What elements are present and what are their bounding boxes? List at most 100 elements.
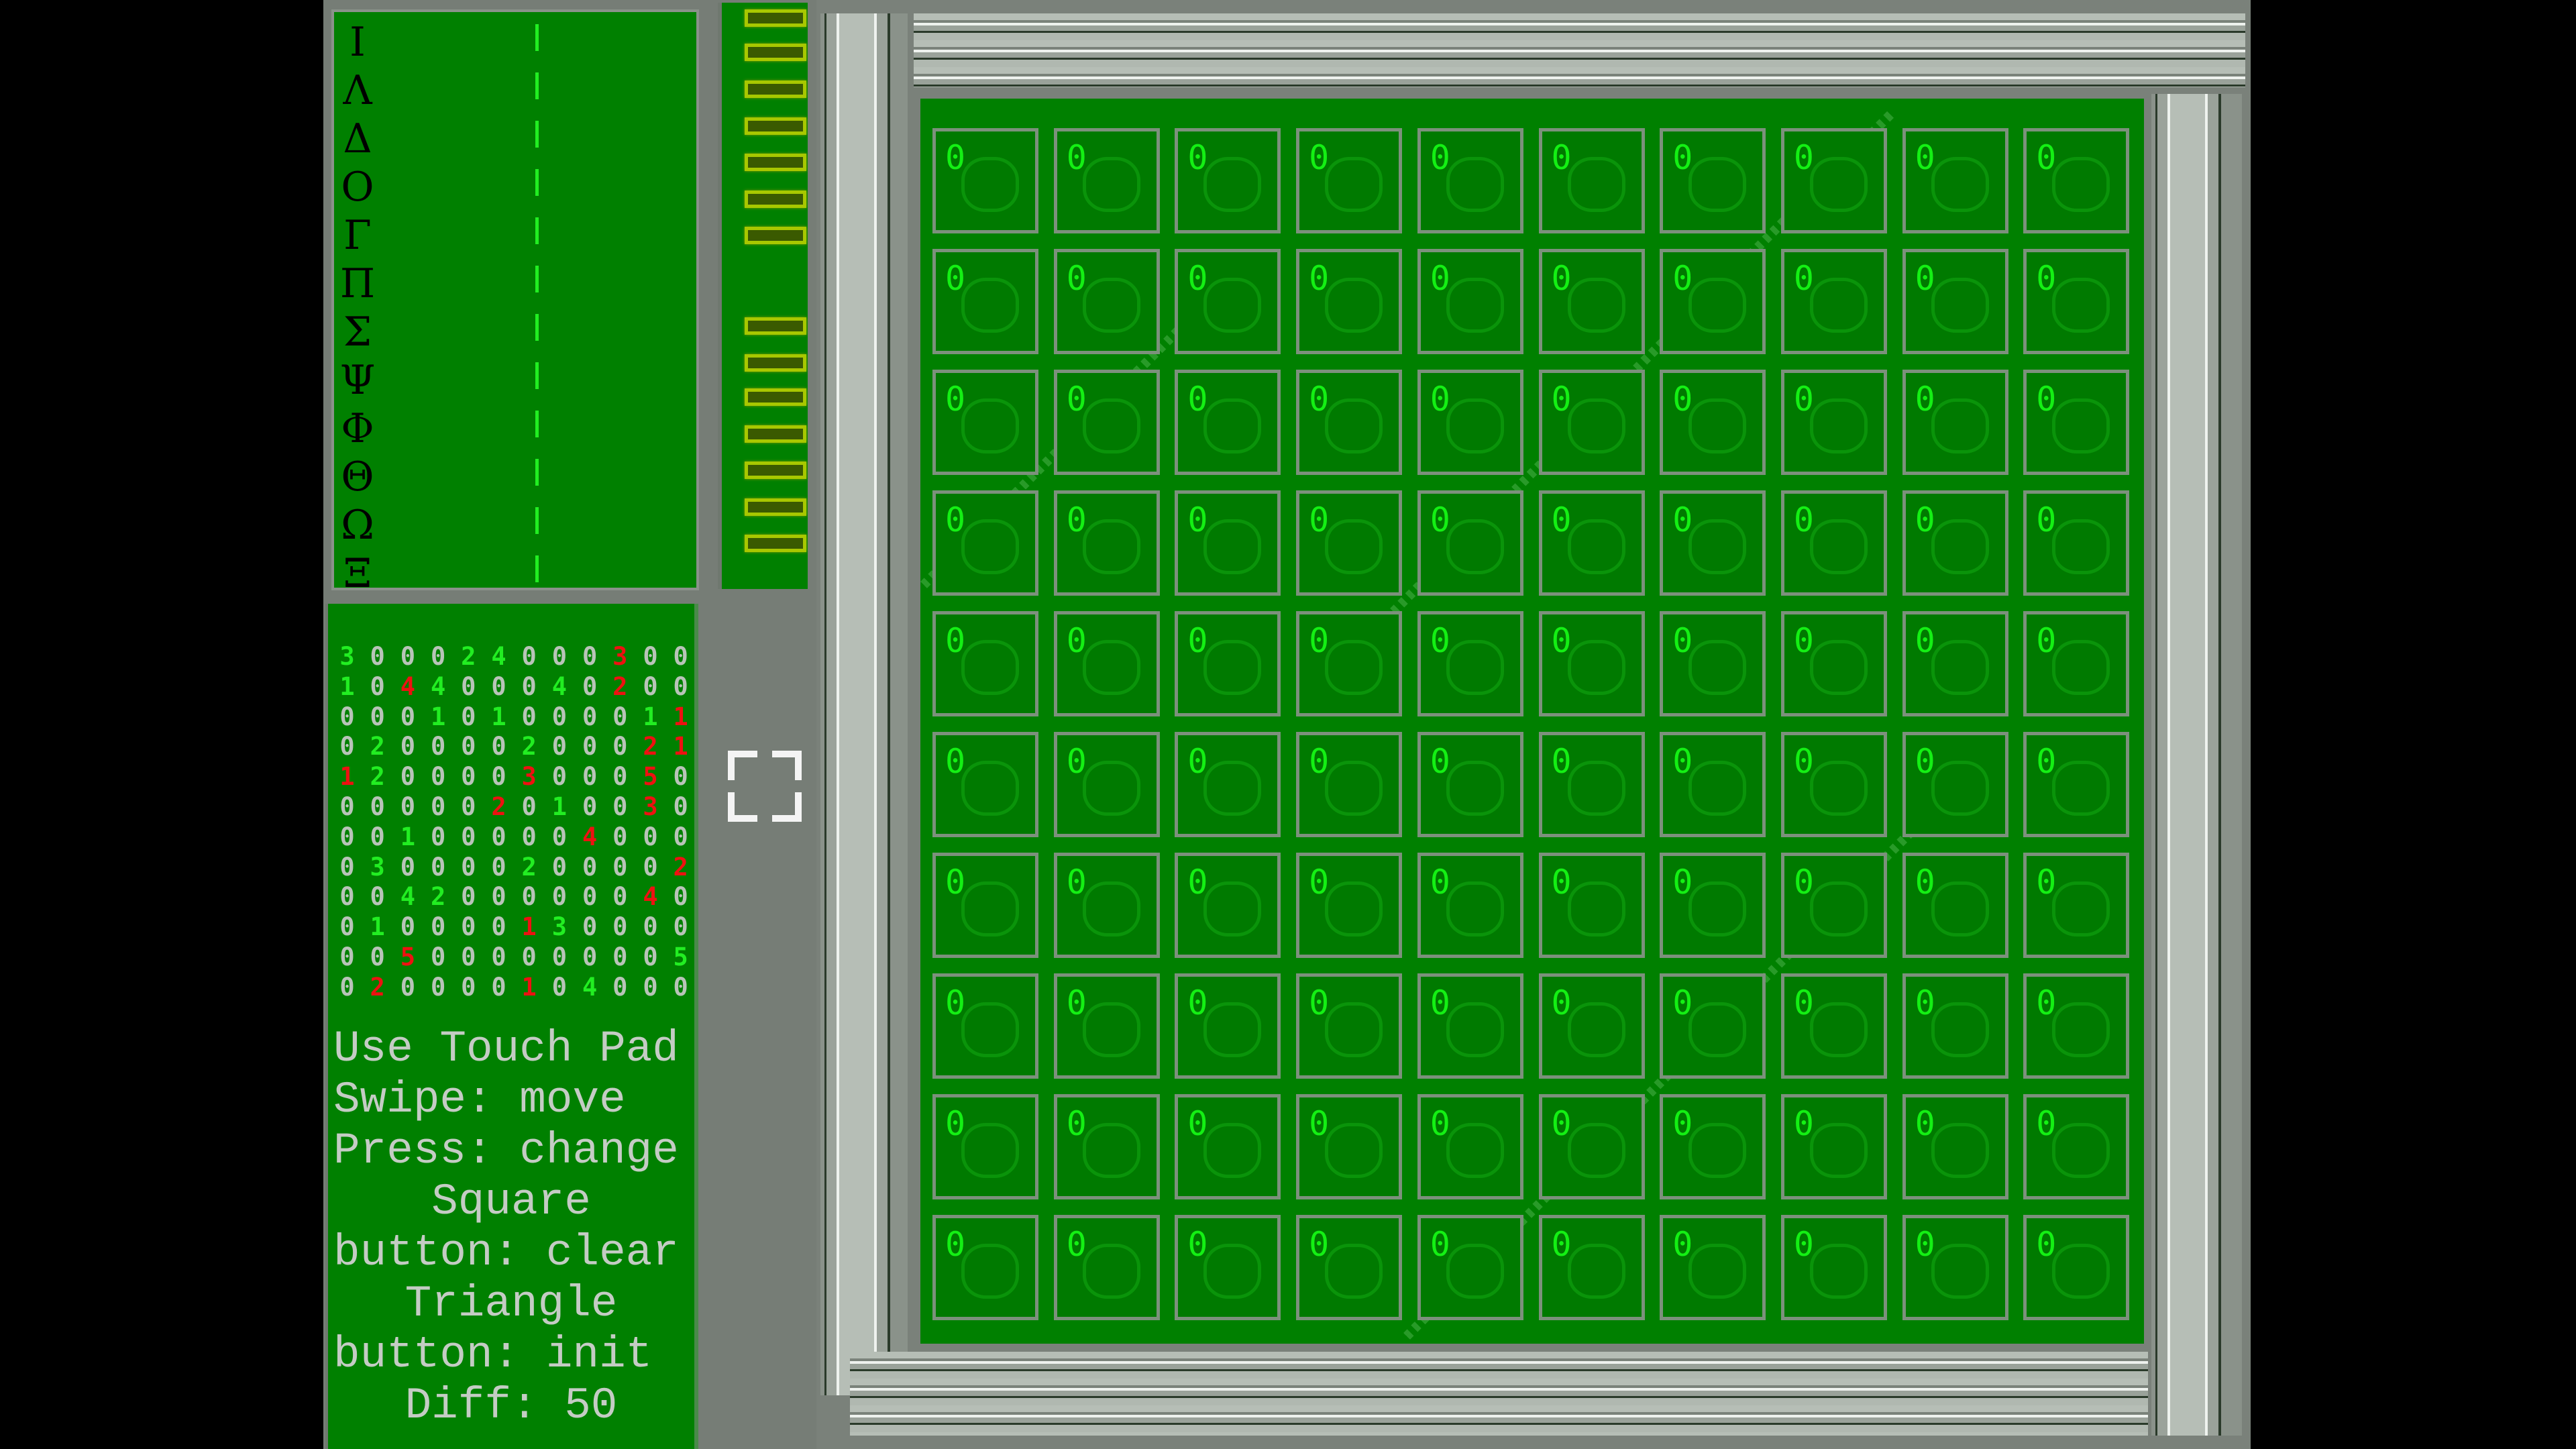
game-board[interactable]: 0 0 0 0 0 0 0 0 0 0 0 0 0 0 0 0 0 0 0 0 0 0 0 0 0 0 0 0 0 0 0 0 0 0 0 0 0 0 0 0… — [920, 99, 2144, 1344]
board-cell[interactable]: 0 — [2023, 1094, 2130, 1199]
board-cell[interactable]: 0 — [2023, 490, 2130, 596]
board-cell[interactable]: 0 — [1902, 853, 2008, 958]
board-cell[interactable]: 0 — [1417, 1094, 1523, 1199]
board-cell[interactable]: 0 — [1417, 973, 1523, 1079]
board-cell[interactable]: 0 — [2023, 128, 2130, 233]
board-cell[interactable]: 0 — [1175, 973, 1281, 1079]
board-cell[interactable]: 0 — [1660, 1094, 1766, 1199]
board-cell[interactable]: 0 — [1296, 973, 1403, 1079]
board-cell[interactable]: 0 — [1780, 732, 1887, 837]
board-cell[interactable]: 0 — [1660, 853, 1766, 958]
board-cell[interactable]: 0 — [932, 1215, 1038, 1320]
board-cell[interactable]: 0 — [1660, 1215, 1766, 1320]
board-cell[interactable]: 0 — [932, 732, 1038, 837]
board-cell[interactable]: 0 — [1780, 249, 1887, 354]
board-cell[interactable]: 0 — [1780, 1094, 1887, 1199]
board-cell[interactable]: 0 — [1296, 1094, 1403, 1199]
board-cell[interactable]: 0 — [1053, 249, 1160, 354]
board-cell[interactable]: 0 — [1780, 1215, 1887, 1320]
board-cell[interactable]: 0 — [932, 973, 1038, 1079]
board-cell[interactable]: 0 — [932, 128, 1038, 233]
board-cell[interactable]: 0 — [1175, 1215, 1281, 1320]
board-cell[interactable]: 0 — [2023, 973, 2130, 1079]
board-cell[interactable]: 0 — [1175, 732, 1281, 837]
board-cell[interactable]: 0 — [1780, 853, 1887, 958]
board-cell[interactable]: 0 — [1417, 732, 1523, 837]
board-cell[interactable]: 0 — [1660, 611, 1766, 716]
fullscreen-icon[interactable] — [728, 751, 802, 822]
board-cell[interactable]: 0 — [1175, 611, 1281, 716]
board-cell[interactable]: 0 — [1538, 853, 1645, 958]
board-cell[interactable]: 0 — [932, 370, 1038, 475]
board-cell[interactable]: 0 — [1902, 1215, 2008, 1320]
board-cell[interactable]: 0 — [1417, 128, 1523, 233]
board-cell[interactable]: 0 — [1538, 732, 1645, 837]
board-cell[interactable]: 0 — [1538, 1215, 1645, 1320]
board-cell[interactable]: 0 — [1175, 853, 1281, 958]
board-cell[interactable]: 0 — [1417, 370, 1523, 475]
board-cell[interactable]: 0 — [932, 249, 1038, 354]
board-cell[interactable]: 0 — [1538, 973, 1645, 1079]
board-cell[interactable]: 0 — [1417, 853, 1523, 958]
board-cell[interactable]: 0 — [1780, 370, 1887, 475]
board-cell[interactable]: 0 — [1902, 732, 2008, 837]
board-cell[interactable]: 0 — [1902, 370, 2008, 475]
board-cell[interactable]: 0 — [1175, 1094, 1281, 1199]
board-cell[interactable]: 0 — [1902, 611, 2008, 716]
board-cell[interactable]: 0 — [2023, 1215, 2130, 1320]
board-cell[interactable]: 0 — [1296, 732, 1403, 837]
board-cell[interactable]: 0 — [1780, 128, 1887, 233]
board-cell[interactable]: 0 — [1902, 1094, 2008, 1199]
board-cell[interactable]: 0 — [2023, 732, 2130, 837]
board-cell[interactable]: 0 — [1417, 490, 1523, 596]
board-cell[interactable]: 0 — [1296, 370, 1403, 475]
board-cell[interactable]: 0 — [1417, 1215, 1523, 1320]
board-cell[interactable]: 0 — [1780, 973, 1887, 1079]
board-cell[interactable]: 0 — [1296, 249, 1403, 354]
board-cell[interactable]: 0 — [1175, 490, 1281, 596]
board-cell[interactable]: 0 — [1902, 973, 2008, 1079]
board-cell[interactable]: 0 — [1660, 490, 1766, 596]
board-cell[interactable]: 0 — [1538, 611, 1645, 716]
board-cell[interactable]: 0 — [932, 1094, 1038, 1199]
board-cell[interactable]: 0 — [932, 490, 1038, 596]
board-cell[interactable]: 0 — [932, 853, 1038, 958]
board-cell[interactable]: 0 — [1417, 611, 1523, 716]
board-cell[interactable]: 0 — [1053, 1215, 1160, 1320]
board-cell[interactable]: 0 — [2023, 611, 2130, 716]
board-cell[interactable]: 0 — [1538, 490, 1645, 596]
board-cell[interactable]: 0 — [1053, 490, 1160, 596]
board-cell[interactable]: 0 — [1417, 249, 1523, 354]
board-cell[interactable]: 0 — [1053, 853, 1160, 958]
board-cell[interactable]: 0 — [1538, 1094, 1645, 1199]
board-cell[interactable]: 0 — [1902, 128, 2008, 233]
board-cell[interactable]: 0 — [1175, 370, 1281, 475]
board-cell[interactable]: 0 — [1538, 128, 1645, 233]
board-cell[interactable]: 0 — [1053, 1094, 1160, 1199]
board-cell[interactable]: 0 — [2023, 249, 2130, 354]
board-cell[interactable]: 0 — [2023, 853, 2130, 958]
board-cell[interactable]: 0 — [1175, 249, 1281, 354]
board-cell[interactable]: 0 — [1175, 128, 1281, 233]
board-cell[interactable]: 0 — [1660, 370, 1766, 475]
board-cell[interactable]: 0 — [1780, 490, 1887, 596]
board-cell[interactable]: 0 — [1538, 249, 1645, 354]
board-cell[interactable]: 0 — [1660, 128, 1766, 233]
board-cell[interactable]: 0 — [1296, 611, 1403, 716]
board-cell[interactable]: 0 — [1538, 370, 1645, 475]
board-cell[interactable]: 0 — [1296, 1215, 1403, 1320]
board-cell[interactable]: 0 — [1296, 128, 1403, 233]
board-cell[interactable]: 0 — [2023, 370, 2130, 475]
board-cell[interactable]: 0 — [1902, 249, 2008, 354]
board-cell[interactable]: 0 — [1296, 490, 1403, 596]
board-cell[interactable]: 0 — [1053, 128, 1160, 233]
board-cell[interactable]: 0 — [1780, 611, 1887, 716]
board-cell[interactable]: 0 — [1053, 611, 1160, 716]
board-cell[interactable]: 0 — [1053, 732, 1160, 837]
board-cell[interactable]: 0 — [1660, 973, 1766, 1079]
board-cell[interactable]: 0 — [932, 611, 1038, 716]
board-cell[interactable]: 0 — [1660, 732, 1766, 837]
board-cell[interactable]: 0 — [1053, 973, 1160, 1079]
board-cell[interactable]: 0 — [1053, 370, 1160, 475]
board-cell[interactable]: 0 — [1902, 490, 2008, 596]
